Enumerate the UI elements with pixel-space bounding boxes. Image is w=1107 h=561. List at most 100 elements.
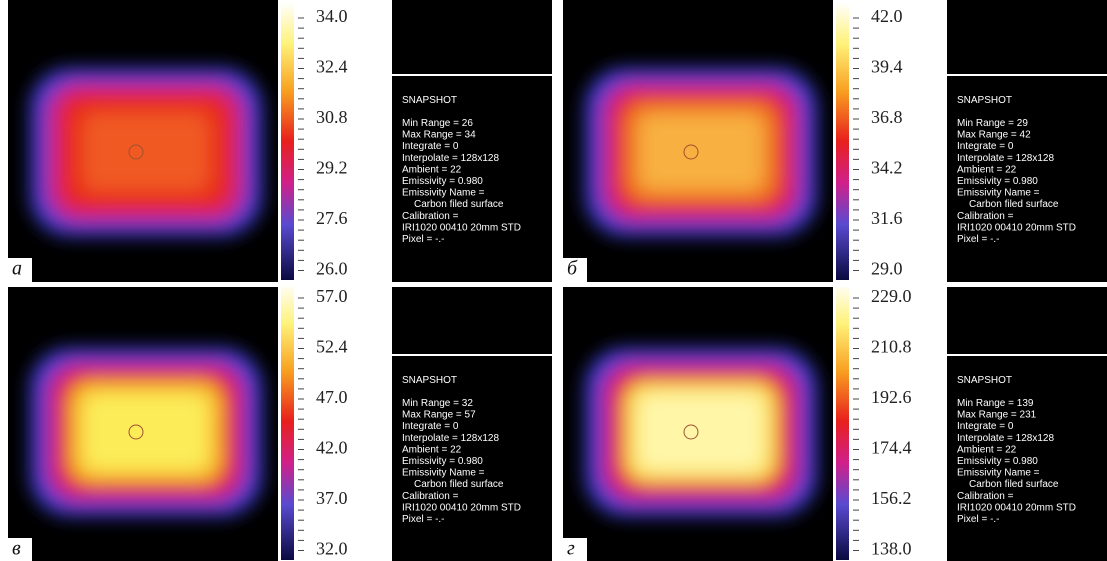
scale-label: 34.0 [316,6,348,26]
snapshot-line: Calibration = [402,211,459,222]
figure: а 34.0 32.4 30.8 29.2 27.6 26.0 SNAPSHOT Min Ran… [0,0,1107,561]
scale-bar [281,287,294,560]
scale-label: 52.4 [316,337,348,357]
snapshot-line: Emissivity Name = [957,188,1040,199]
snapshot-line: Emissivity = 0.980 [402,176,483,187]
scale-label: 192.6 [871,387,912,407]
heat-blob [585,348,817,516]
snapshot-line: Calibration = [957,491,1014,502]
scale-label: 47.0 [316,387,348,407]
snapshot-line: Carbon filed surface [969,479,1059,490]
scale-label: 57.0 [316,287,348,306]
scale-bar [836,2,849,280]
heat-blob [30,348,262,516]
scale-label: 32.0 [316,539,348,559]
snapshot-title: SNAPSHOT [402,95,457,106]
scale-label: 42.0 [871,6,903,26]
snapshot-line: Interpolate = 128x128 [957,153,1054,164]
thermal-panel: в 57.0 52.4 47.0 42.0 37.0 32.0 SNAPSHOT Min Ran… [0,287,552,561]
panel-svg: г 229.0 210.8 192.6 174.4 156.2 138.0 SNAPSHOT M… [555,287,1107,561]
snapshot-title: SNAPSHOT [957,95,1012,106]
snapshot-line: Emissivity = 0.980 [957,456,1038,467]
snapshot-line: Calibration = [402,491,459,502]
snapshot-line: Max Range = 34 [402,130,476,141]
snapshot-line: Pixel = -.- [957,514,1000,525]
scale-label: 27.6 [316,208,348,228]
snapshot-line: Min Range = 139 [957,398,1034,409]
scale-bar [281,2,294,280]
panel-letter: б [567,258,578,280]
snapshot-line: Interpolate = 128x128 [402,433,499,444]
heat-blob [30,68,262,236]
scale-label: 156.2 [871,488,912,508]
scale-bg [278,287,390,561]
scale-label: 39.4 [871,57,903,77]
heat-layer [84,394,208,470]
snapshot-title: SNAPSHOT [402,375,457,386]
snapshot-line: Max Range = 42 [957,130,1031,141]
snapshot-line: Carbon filed surface [969,199,1059,210]
snapshot-line: Max Range = 231 [957,410,1037,421]
snapshot-line: Interpolate = 128x128 [957,433,1054,444]
scale-label: 32.4 [316,57,348,77]
scale-label: 36.8 [871,107,903,127]
snapshot-line: IRI1020 00410 20mm STD [957,222,1076,233]
panel-svg: а 34.0 32.4 30.8 29.2 27.6 26.0 SNAPSHOT Min Ran… [0,0,552,282]
snapshot-line: Integrate = 0 [957,141,1014,152]
scale-label: 26.0 [316,259,348,279]
heat-layer [84,114,208,190]
thermal-panel: а 34.0 32.4 30.8 29.2 27.6 26.0 SNAPSHOT Min Ran… [0,0,552,282]
scale-label: 29.2 [316,158,348,178]
scale-label: 210.8 [871,337,912,357]
scale-label: 174.4 [871,438,912,458]
heat-layer [639,394,763,470]
snapshot-line: Carbon filed surface [414,479,504,490]
snapshot-line: Ambient = 22 [402,164,462,175]
snapshot-line: Max Range = 57 [402,410,476,421]
scale-label: 42.0 [316,438,348,458]
panel-letter: г [567,538,575,560]
snapshot-line: Integrate = 0 [957,421,1014,432]
snapshot-line: Min Range = 32 [402,398,473,409]
snapshot-line: Emissivity Name = [957,468,1040,479]
snapshot-line: Interpolate = 128x128 [402,153,499,164]
snapshot-line: Pixel = -.- [402,514,445,525]
snapshot-line: Calibration = [957,211,1014,222]
snapshot-line: Ambient = 22 [402,444,462,455]
snapshot-title: SNAPSHOT [957,375,1012,386]
panel-letter: в [12,538,21,560]
snapshot-line: IRI1020 00410 20mm STD [957,502,1076,513]
scale-bar [836,287,849,560]
snapshot-line: Integrate = 0 [402,141,459,152]
snapshot-line: Emissivity = 0.980 [402,456,483,467]
scale-bg [833,0,945,282]
snapshot-line: Integrate = 0 [402,421,459,432]
panel-letter: а [12,258,22,280]
scale-bg [833,287,945,561]
snapshot-line: IRI1020 00410 20mm STD [402,222,521,233]
scale-label: 138.0 [871,539,912,559]
snapshot-line: IRI1020 00410 20mm STD [402,502,521,513]
thermal-panel: г 229.0 210.8 192.6 174.4 156.2 138.0 SNAPSHOT M… [555,287,1107,561]
snapshot-line: Emissivity Name = [402,468,485,479]
snapshot-line: Ambient = 22 [957,444,1017,455]
scale-bg [278,0,390,282]
snapshot-line: Min Range = 29 [957,118,1028,129]
snapshot-line: Pixel = -.- [402,234,445,245]
snapshot-line: Pixel = -.- [957,234,1000,245]
snapshot-line: Ambient = 22 [957,164,1017,175]
snapshot-line: Carbon filed surface [414,199,504,210]
panel-svg: в 57.0 52.4 47.0 42.0 37.0 32.0 SNAPSHOT Min Ran… [0,287,552,561]
snapshot-line: Emissivity = 0.980 [957,176,1038,187]
scale-label: 30.8 [316,107,348,127]
scale-label: 29.0 [871,259,903,279]
scale-label: 229.0 [871,287,912,306]
scale-label: 34.2 [871,158,903,178]
snapshot-line: Emissivity Name = [402,188,485,199]
scale-label: 37.0 [316,488,348,508]
heat-layer [639,114,763,190]
heat-blob [585,68,817,236]
snapshot-line: Min Range = 26 [402,118,473,129]
